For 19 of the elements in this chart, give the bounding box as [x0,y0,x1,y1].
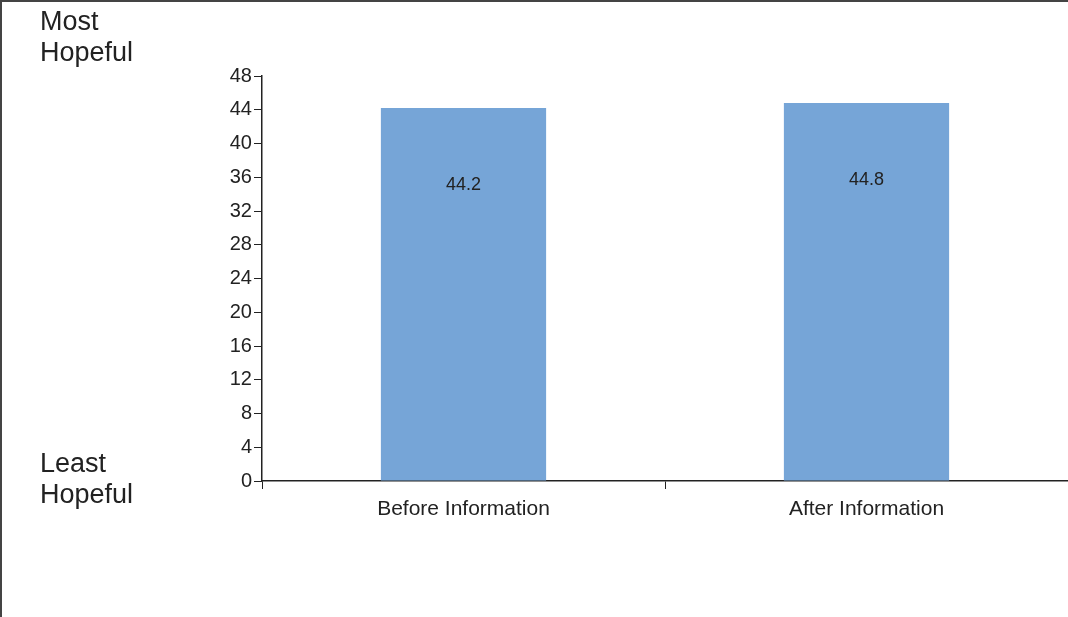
y-tick-label: 0 [240,468,252,491]
y-tick-label: 24 [229,266,252,289]
y-tick-label: 36 [229,164,252,187]
y-tick-label: 4 [240,434,252,457]
data-label: 44.2 [445,174,482,195]
y-tick-label: 28 [229,232,252,255]
y-tick-label: 40 [229,131,252,154]
y-tick-label: 32 [229,198,252,221]
x-tick-label: Before Information [377,496,550,520]
y-tick-label: 16 [229,333,252,356]
y-tick-label: 8 [240,401,252,424]
text: Least Hopeful [40,448,135,510]
y-tick-label: 12 [229,367,252,390]
y-tick-label: 48 [229,63,252,86]
y-tick-label: 44 [229,97,252,120]
text: Most Hopeful [40,6,135,68]
data-label: 44.8 [848,168,885,189]
y-tick-label: 20 [229,299,252,322]
x-tick-label: After Information [788,496,945,520]
